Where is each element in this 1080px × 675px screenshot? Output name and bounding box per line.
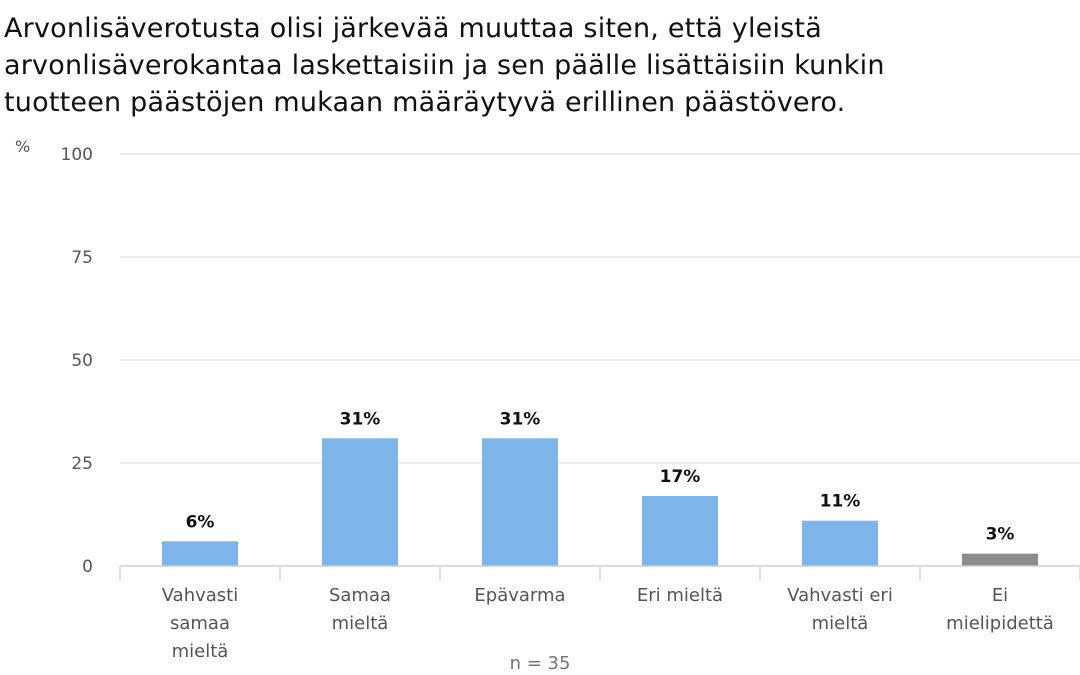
gridlines xyxy=(120,153,1080,464)
bar-value-label: 3% xyxy=(986,525,1015,545)
bar xyxy=(962,553,1038,566)
bar xyxy=(642,495,718,566)
x-axis-tick-marks xyxy=(119,566,1080,580)
chart-title-line: tuotteen päästöjen mukaan määräytyvä eri… xyxy=(4,87,846,118)
sample-size-note: n = 35 xyxy=(510,653,571,674)
y-axis-ticks: 0 25 50 75 100 xyxy=(61,145,93,577)
x-category-label-line: samaa xyxy=(170,613,230,634)
chart-title: Arvonlisäverotusta olisi järkevää muutta… xyxy=(4,10,1074,121)
x-category-label-line: mieltä xyxy=(812,613,869,634)
bars xyxy=(162,438,1038,566)
x-category-label: Vahvasti samaa mieltä xyxy=(162,585,238,662)
x-category-label: Ei mielipidettä xyxy=(946,585,1054,634)
x-category-label-line: Epävarma xyxy=(474,585,565,606)
x-category-label-line: mielipidettä xyxy=(946,613,1054,634)
y-tick-label: 0 xyxy=(82,557,93,577)
x-category-label-line: Vahvasti xyxy=(162,585,238,606)
chart-title-line: arvonlisäverokantaa laskettaisiin ja sen… xyxy=(4,50,885,81)
chart-title-line: Arvonlisäverotusta olisi järkevää muutta… xyxy=(4,13,822,44)
y-axis-label: % xyxy=(15,137,30,156)
bar-value-label: 6% xyxy=(186,512,215,532)
bar xyxy=(322,438,398,566)
bar-value-label: 31% xyxy=(500,409,541,429)
x-axis-categories: Vahvasti samaa mieltä Samaa mieltä Epävarma Er… xyxy=(162,585,1054,662)
y-tick-label: 75 xyxy=(71,248,93,268)
bar xyxy=(162,541,238,566)
bar-value-label: 31% xyxy=(340,409,381,429)
x-category-label: Epävarma xyxy=(474,585,565,606)
x-category-label-line: Samaa xyxy=(329,585,391,606)
bar xyxy=(482,438,558,566)
x-category-label-line: Eri mieltä xyxy=(637,585,723,606)
x-category-label-line: Vahvasti eri xyxy=(787,585,893,606)
x-category-label: Vahvasti eri mieltä xyxy=(787,585,893,634)
bar-value-label: 17% xyxy=(660,467,701,487)
x-category-label-line: mieltä xyxy=(332,613,389,634)
x-category-label-line: mieltä xyxy=(172,641,229,662)
x-category-label: Eri mieltä xyxy=(637,585,723,606)
y-tick-label: 100 xyxy=(61,145,93,165)
y-tick-label: 25 xyxy=(71,454,93,474)
value-labels: 6% 31% 31% 17% 11% 3% xyxy=(186,409,1015,544)
y-tick-label: 50 xyxy=(71,351,93,371)
x-category-label-line: Ei xyxy=(992,585,1008,606)
x-category-label: Samaa mieltä xyxy=(329,585,391,634)
bar xyxy=(802,520,878,566)
bar-value-label: 11% xyxy=(820,492,861,512)
